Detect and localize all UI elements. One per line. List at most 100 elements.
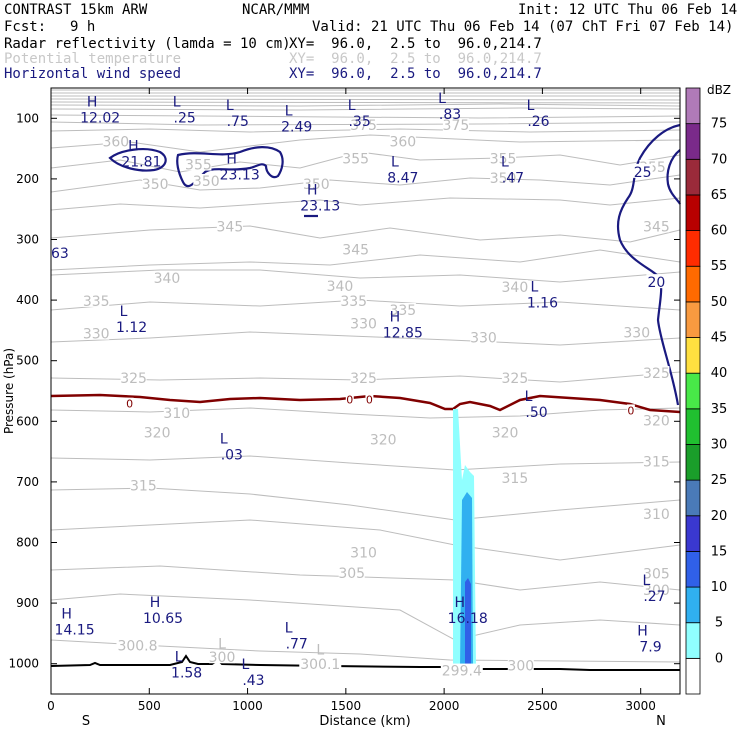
colorbar-level-label: 50	[711, 295, 728, 310]
theta-contour	[51, 593, 680, 641]
wind-extremum-value: .83	[439, 107, 461, 123]
theta-label-bg	[470, 330, 497, 344]
radar-reflectivity-echo	[453, 409, 476, 668]
north-endpoint-label: N	[656, 714, 666, 729]
wind-extremum-value: 16.18	[448, 611, 488, 627]
theta-label-bg	[185, 157, 212, 171]
wind-extremum-value: 23.13	[300, 198, 340, 214]
theta-label: 350	[303, 177, 330, 193]
theta-contour	[51, 331, 680, 346]
wind-speed-contours	[108, 123, 681, 406]
wind-extremum-value: 1.16	[527, 295, 558, 311]
wind-extremum-mark: H	[390, 310, 401, 326]
wind-extremum-mark: L	[120, 304, 128, 320]
wind-contour-20	[176, 146, 284, 188]
theta-label: 300	[507, 659, 534, 675]
theta-label-bg	[209, 650, 236, 664]
theta-contour	[51, 407, 680, 419]
theta-label: 300.8	[117, 639, 157, 655]
colorbar-level-label: 55	[711, 259, 728, 274]
wind-extremum-mark: H	[87, 94, 98, 110]
colorbar-level-label: 10	[711, 580, 728, 595]
wind-extremum-mark: H	[128, 139, 139, 155]
theta-label-bg	[501, 279, 528, 293]
wind-extremum-mark: H	[150, 595, 161, 611]
field-name-reflectivity: Radar reflectivity (lamda = 10 cm)	[4, 36, 291, 52]
field-name-theta: Potential temperature	[4, 51, 182, 67]
wind-extremum-mark: L	[531, 279, 539, 295]
theta-label-bg	[490, 170, 517, 184]
field-xy-wind: XY= 96.0, 2.5 to 96.0,214.7	[289, 66, 542, 82]
x-tick-label: 500	[138, 699, 161, 713]
theta-label: 299.4	[442, 664, 482, 680]
wind-extremum-mark: H	[637, 623, 648, 639]
colorbar-swatch	[685, 444, 701, 481]
wind-extremum-mark: L	[226, 98, 234, 114]
plot-frame	[50, 87, 681, 695]
wind-extremum-value: .75	[227, 114, 249, 130]
wind-contour-label: 25	[634, 165, 652, 181]
wind-extremum-mark: L	[348, 98, 356, 114]
theta-contour	[51, 98, 680, 101]
colorbar-swatch	[685, 230, 701, 267]
theta-contour	[51, 269, 680, 283]
forecast-label: Fcst:	[4, 19, 47, 35]
theta-label: 325	[350, 371, 377, 387]
theta-contour	[51, 101, 680, 104]
dbz-colorbar: 0 5 10 15 20 25 30 35 40 45 50 55 60 65 70 75	[685, 87, 728, 695]
colorbar-level-label: 35	[711, 402, 728, 417]
theta-label: 335	[83, 294, 110, 310]
wind-extremum-value: 14.15	[55, 622, 95, 638]
theta-label: 315	[130, 479, 157, 495]
theta-label: 360	[102, 135, 129, 151]
theta-contour	[51, 249, 680, 271]
field-xy-theta: XY= 96.0, 2.5 to 96.0,214.7	[289, 51, 542, 67]
theta-label-bg	[492, 425, 519, 439]
theta-label: 320	[370, 433, 397, 449]
wind-contour-20	[616, 123, 681, 406]
colorbar-swatch	[685, 586, 701, 624]
theta-label: 300	[643, 583, 670, 599]
theta-label: 320	[643, 413, 670, 429]
colorbar-swatch	[685, 194, 701, 231]
wind-contour-label-bg	[632, 163, 653, 178]
wind-extremum-value: .26	[527, 114, 549, 130]
wind-extremum-mark: H	[61, 606, 72, 622]
theta-label-bg	[350, 545, 377, 559]
theta-label-bg	[350, 118, 377, 132]
theta-label: 315	[502, 471, 529, 487]
theta-label: 315	[643, 455, 670, 471]
colorbar-level-label: 15	[711, 544, 728, 559]
theta-label: 330	[623, 325, 650, 341]
theta-label-bg	[142, 176, 169, 190]
wind-extremum-value: .47	[502, 170, 524, 186]
colorbar-level-label: 40	[711, 366, 728, 381]
wind-extremum-value: 12.85	[383, 326, 423, 342]
theta-label: 340	[154, 271, 181, 287]
freezing-level-label: 0	[346, 393, 353, 406]
theta-label: 335	[340, 294, 367, 310]
wind-extremum-value: 1.12	[116, 320, 147, 336]
theta-label-bg	[144, 425, 171, 439]
theta-minimum-mark: L	[316, 643, 324, 659]
wind-extremum-mark: L	[643, 573, 651, 589]
model-title: CONTRAST 15km ARW	[4, 2, 148, 18]
wind-extremum-value: 12.02	[80, 110, 120, 126]
colorbar-swatch	[685, 301, 701, 338]
theta-label: 320	[492, 425, 519, 441]
theta-contour	[51, 455, 680, 471]
wind-extremum-value: .25	[174, 110, 196, 126]
theta-label: 310	[163, 406, 190, 422]
theta-contour	[51, 174, 680, 193]
wind-contour-label-group: 25 20	[632, 163, 667, 291]
freezing-level-label: 0	[366, 393, 373, 406]
wind-contour-label: 20	[647, 275, 665, 291]
wind-extremum-mark: L	[391, 154, 399, 170]
theta-label-bg	[340, 293, 367, 307]
theta-label-bg	[116, 638, 159, 652]
freezing-label-bg	[125, 397, 134, 409]
theta-label-bg	[643, 507, 670, 521]
